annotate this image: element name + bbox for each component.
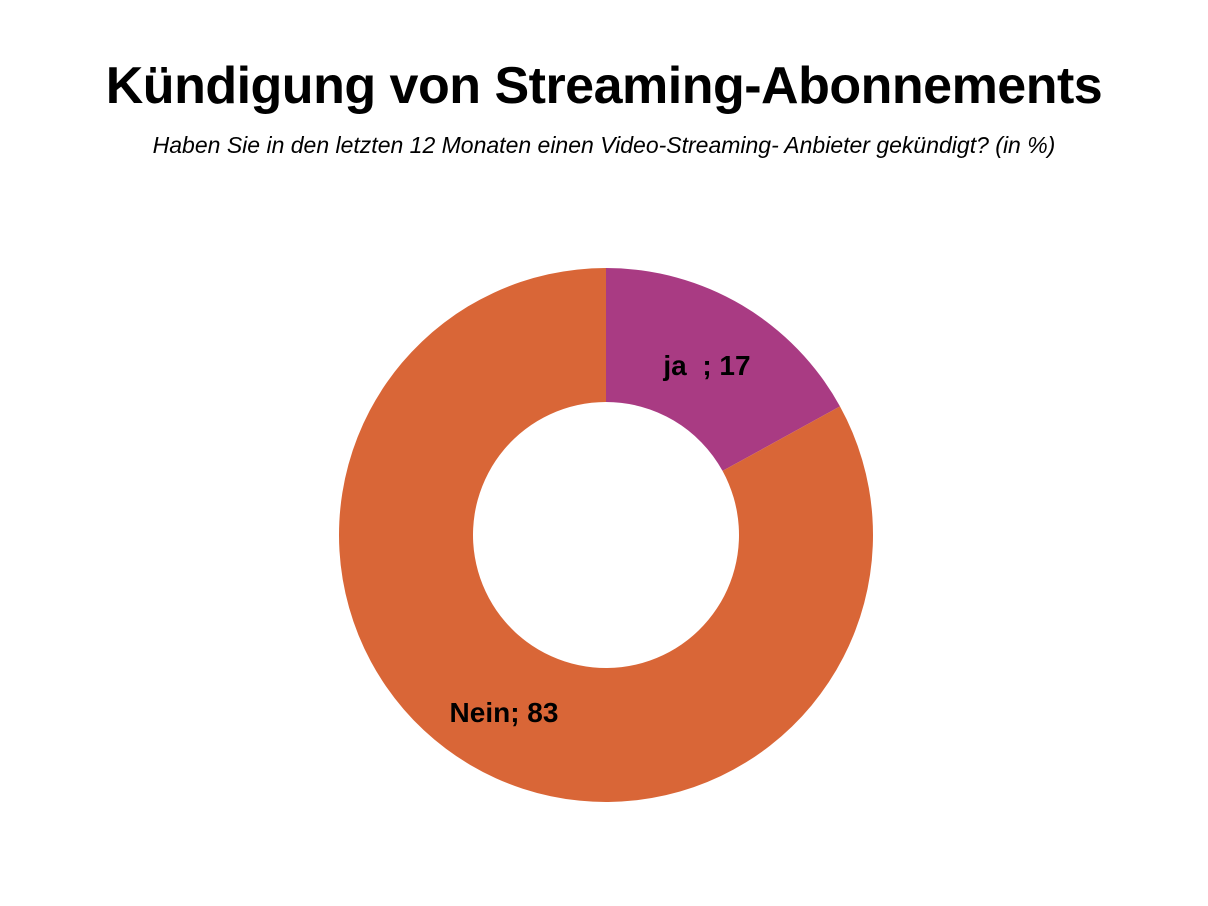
data-label-nein: Nein; 83 [450,697,559,728]
slice-ja [606,268,840,471]
chart-title: Kündigung von Streaming-Abonnements [105,57,1103,115]
chart-subtitle: Haben Sie in den letzten 12 Monaten eine… [152,132,1056,158]
data-label-ja: ja ; 17 [662,350,750,381]
slice-nein [339,268,873,802]
